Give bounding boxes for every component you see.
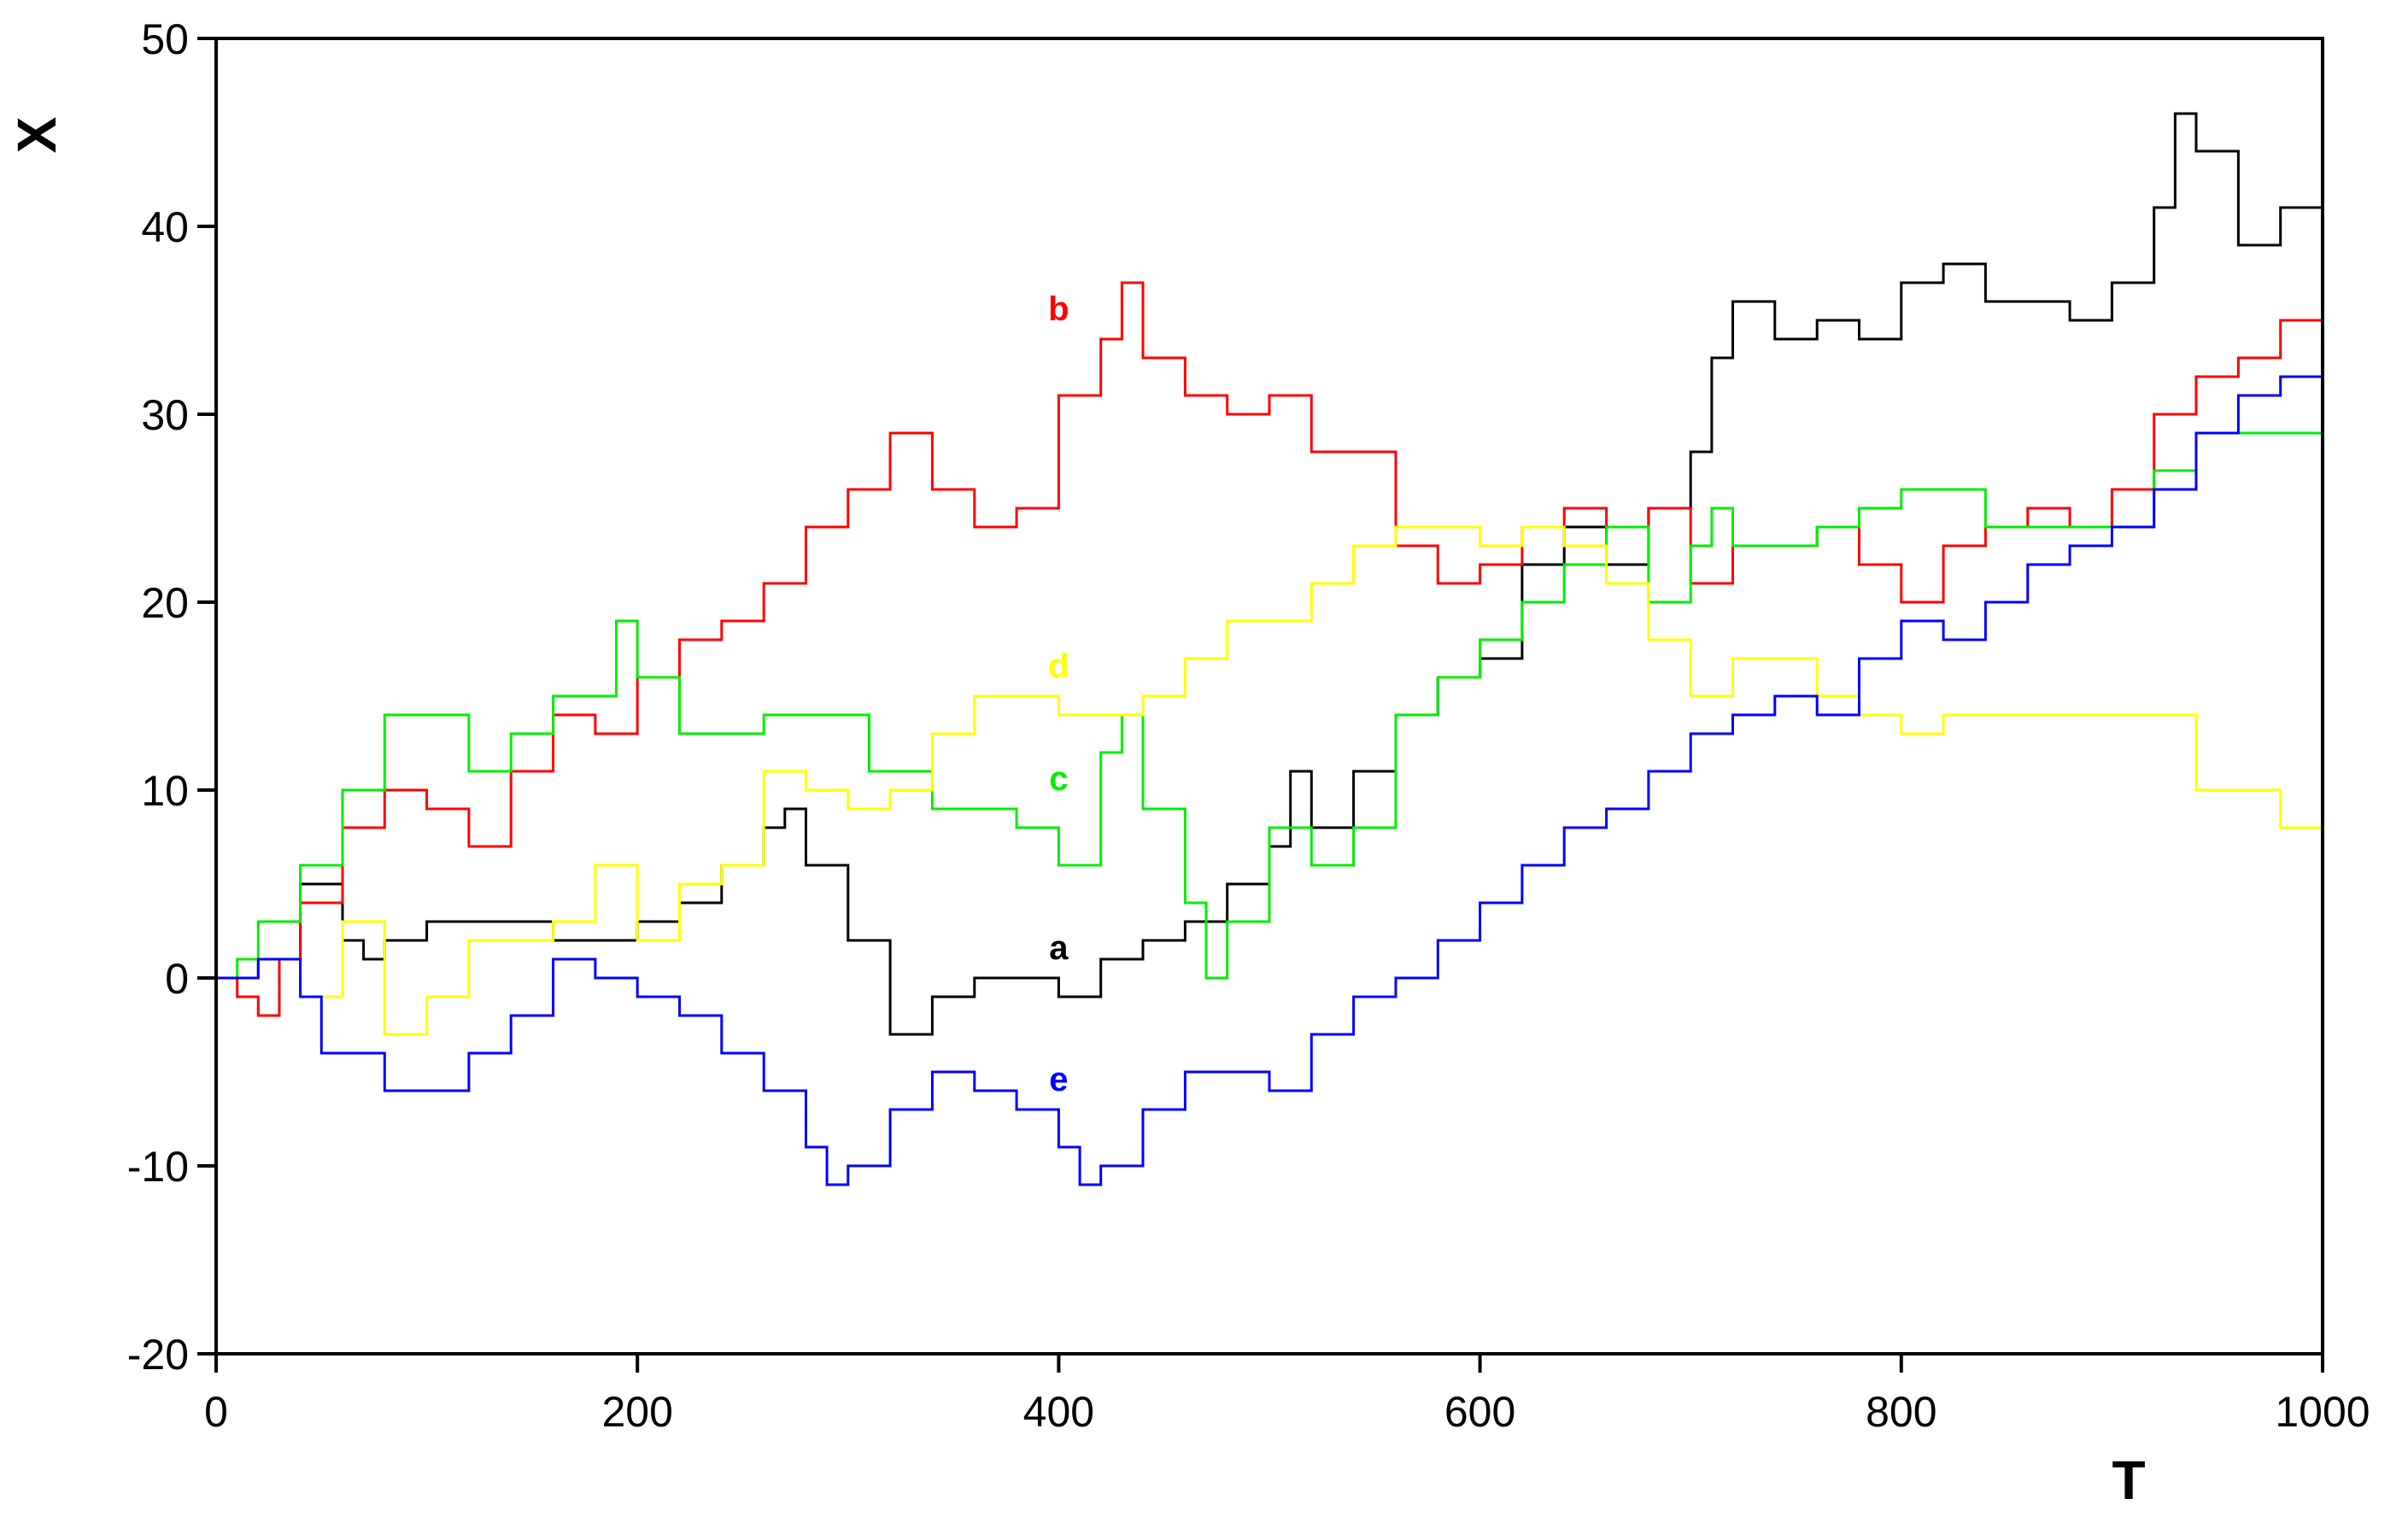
y-axis: -20 -10 0 10 20 30 40 50 <box>127 15 216 1379</box>
x-axis: 0 200 400 600 800 1000 <box>204 1354 2370 1436</box>
y-tick-label: 10 <box>141 767 189 815</box>
series-line-e <box>216 375 2324 1186</box>
y-tick-label: 40 <box>141 203 189 251</box>
series-label-a: a <box>1049 929 1069 967</box>
x-axis-title: T <box>2112 1449 2145 1511</box>
series-line-c <box>216 414 2324 980</box>
y-axis-title: X <box>6 116 67 153</box>
series-line-a <box>216 112 2323 1036</box>
series-label-e: e <box>1049 1061 1068 1098</box>
series-label-b: b <box>1048 290 1069 328</box>
y-tick-label: 50 <box>141 15 189 63</box>
series-line-b <box>216 226 2324 1017</box>
x-tick-label: 400 <box>1023 1388 1094 1436</box>
x-tick-label: 800 <box>1866 1388 1936 1436</box>
series-lines <box>216 112 2324 1186</box>
x-tick-label: 600 <box>1444 1388 1515 1436</box>
series-label-c: c <box>1049 760 1068 798</box>
series-label-d: d <box>1048 647 1069 685</box>
y-tick-label: -10 <box>127 1143 189 1191</box>
x-tick-label: 1000 <box>2275 1388 2370 1436</box>
x-tick-label: 0 <box>204 1388 228 1436</box>
y-tick-label: 20 <box>141 579 189 627</box>
y-tick-label: 0 <box>165 955 189 1003</box>
y-tick-label: 30 <box>141 391 189 439</box>
series-labels: a b c d e <box>1048 290 1069 1098</box>
plot-frame <box>214 37 2324 1356</box>
x-tick-label: 200 <box>601 1388 672 1436</box>
series-line-d <box>216 525 2324 1036</box>
y-tick-label: -20 <box>127 1331 189 1379</box>
